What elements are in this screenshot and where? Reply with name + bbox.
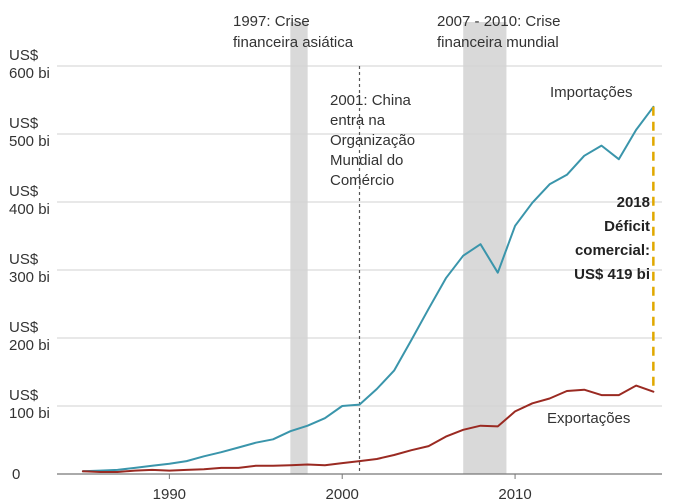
deficit-annotation: Déficit xyxy=(604,218,650,235)
event-annotation: Comércio xyxy=(330,172,394,189)
crisis-annotation: 2007 - 2010: Crise xyxy=(437,13,560,30)
y-tick-label: 100 bi xyxy=(9,405,50,422)
y-tick-label: 300 bi xyxy=(9,269,50,286)
deficit-annotation: 2018 xyxy=(617,194,650,211)
event-annotation: entra na xyxy=(330,112,386,129)
event-annotation: Mundial do xyxy=(330,152,403,169)
annotations: 1997: Crise financeira asiática 2007 - 201… xyxy=(233,13,633,427)
deficit-annotation: comercial: xyxy=(575,242,650,259)
x-tick-label: 1990 xyxy=(153,486,186,503)
x-axis-ticks: 1990 2000 2010 xyxy=(153,474,532,503)
series-lines xyxy=(81,105,655,473)
series-line-importacoes xyxy=(81,105,655,473)
event-annotation: 2001: China xyxy=(330,92,412,109)
event-annotation: Organização xyxy=(330,132,415,149)
deficit-marker: 2018 Déficit comercial: US$ 419 bi xyxy=(574,106,655,392)
series-label-importacoes: Importações xyxy=(550,84,633,101)
y-tick-label: US$ xyxy=(9,183,39,200)
crisis-annotation: financeira asiática xyxy=(233,34,354,51)
y-tick-label: 200 bi xyxy=(9,337,50,354)
y-tick-label: 600 bi xyxy=(9,65,50,82)
series-label-exportacoes: Exportações xyxy=(547,410,630,427)
y-tick-label: US$ xyxy=(9,47,39,64)
x-tick-label: 2010 xyxy=(498,486,531,503)
y-tick-label: US$ xyxy=(9,387,39,404)
y-tick-label: 500 bi xyxy=(9,133,50,150)
y-tick-label: 400 bi xyxy=(9,201,50,218)
crisis-annotation: financeira mundial xyxy=(437,34,559,51)
shaded-period-2 xyxy=(463,22,507,474)
shaded-period-1 xyxy=(290,22,308,474)
y-tick-label: US$ xyxy=(9,251,39,268)
shaded-periods xyxy=(290,22,507,474)
y-tick-label: US$ xyxy=(9,319,39,336)
x-tick-label: 2000 xyxy=(326,486,359,503)
deficit-annotation: US$ 419 bi xyxy=(574,266,650,283)
event-marker: 2001: China entra na Organização Mundial do… xyxy=(330,66,415,474)
y-tick-label: US$ xyxy=(9,115,39,132)
crisis-annotation: 1997: Crise xyxy=(233,13,310,30)
series-line-exportacoes xyxy=(81,384,655,473)
y-tick-label: 0 xyxy=(12,466,20,483)
